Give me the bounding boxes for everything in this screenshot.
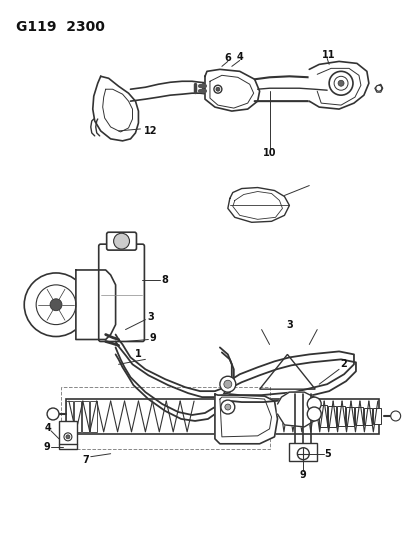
Bar bbox=[90, 401, 97, 432]
Bar bbox=[373, 408, 381, 424]
Circle shape bbox=[216, 87, 220, 91]
Bar bbox=[364, 408, 372, 425]
Circle shape bbox=[338, 80, 344, 86]
Circle shape bbox=[24, 273, 88, 336]
Text: 8: 8 bbox=[162, 275, 169, 285]
Circle shape bbox=[329, 71, 353, 95]
Bar bbox=[74, 401, 81, 432]
Circle shape bbox=[221, 400, 235, 414]
Polygon shape bbox=[215, 394, 277, 444]
Text: 2: 2 bbox=[341, 359, 348, 369]
Circle shape bbox=[66, 435, 70, 439]
Bar bbox=[328, 406, 336, 427]
Circle shape bbox=[391, 411, 401, 421]
Bar bbox=[355, 407, 363, 425]
Circle shape bbox=[47, 408, 59, 420]
Text: 5: 5 bbox=[324, 449, 330, 459]
Bar bbox=[61, 387, 270, 449]
Circle shape bbox=[225, 404, 231, 410]
Circle shape bbox=[220, 376, 236, 392]
Bar bbox=[337, 406, 345, 426]
Text: 6: 6 bbox=[224, 53, 231, 63]
Text: 11: 11 bbox=[322, 51, 336, 60]
Circle shape bbox=[113, 233, 129, 249]
Circle shape bbox=[297, 448, 309, 459]
Text: 9: 9 bbox=[150, 333, 157, 343]
Bar bbox=[319, 405, 327, 427]
Polygon shape bbox=[76, 270, 115, 340]
FancyBboxPatch shape bbox=[99, 244, 144, 342]
Polygon shape bbox=[205, 69, 259, 111]
Text: 1: 1 bbox=[135, 350, 142, 359]
Text: 10: 10 bbox=[263, 148, 276, 158]
Circle shape bbox=[64, 433, 72, 441]
Text: 3: 3 bbox=[286, 320, 293, 329]
Circle shape bbox=[214, 85, 222, 93]
FancyBboxPatch shape bbox=[106, 232, 136, 250]
Bar bbox=[346, 407, 354, 426]
Circle shape bbox=[307, 397, 321, 411]
Circle shape bbox=[224, 380, 232, 388]
Text: 12: 12 bbox=[144, 126, 157, 136]
Text: 4: 4 bbox=[236, 52, 243, 62]
Polygon shape bbox=[228, 188, 289, 222]
Polygon shape bbox=[277, 392, 317, 427]
Text: 9: 9 bbox=[300, 470, 307, 480]
Text: 4: 4 bbox=[45, 423, 51, 433]
Circle shape bbox=[307, 407, 321, 421]
Text: 7: 7 bbox=[82, 455, 89, 465]
Circle shape bbox=[50, 299, 62, 311]
Bar bbox=[289, 443, 317, 461]
Bar bbox=[66, 401, 73, 432]
Bar bbox=[66, 399, 379, 434]
Text: G119  2300: G119 2300 bbox=[16, 20, 105, 34]
Bar bbox=[82, 401, 89, 432]
Circle shape bbox=[376, 85, 382, 91]
Text: 3: 3 bbox=[147, 312, 154, 321]
Text: 9: 9 bbox=[44, 442, 51, 452]
Polygon shape bbox=[309, 61, 369, 109]
FancyBboxPatch shape bbox=[59, 421, 77, 449]
